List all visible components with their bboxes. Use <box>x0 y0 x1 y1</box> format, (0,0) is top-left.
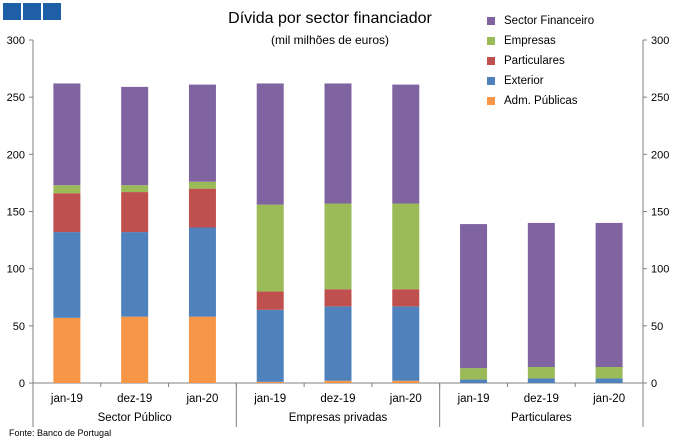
bar-segment <box>188 84 216 182</box>
bar-segment <box>188 181 216 189</box>
bar-segment <box>324 203 352 290</box>
legend-swatch <box>487 97 495 105</box>
x-tick-label: jan-20 <box>185 393 218 405</box>
y-tick-label-left: 0 <box>19 378 25 390</box>
bar-segment <box>256 381 284 383</box>
y-tick-label-right: 50 <box>651 321 663 333</box>
y-tick-label-left: 100 <box>7 264 25 276</box>
bar-segment <box>324 306 352 381</box>
group-label: Empresas privadas <box>289 412 388 424</box>
bar-segment <box>121 232 149 317</box>
x-tick-label: jan-20 <box>592 393 625 405</box>
bar-segment <box>256 83 284 205</box>
x-tick-label: dez-19 <box>320 393 355 405</box>
bar-segment <box>595 222 623 367</box>
bar-segment <box>121 86 149 186</box>
bar-segment <box>392 306 420 381</box>
bar-segment <box>527 366 555 379</box>
bar-segment <box>324 83 352 204</box>
group-label: Particulares <box>511 412 572 424</box>
x-tick-label: jan-19 <box>253 393 286 405</box>
bar-segment <box>188 188 216 228</box>
y-tick-label-left: 200 <box>7 149 25 161</box>
bar-segment <box>460 224 488 369</box>
x-tick-label: dez-19 <box>117 393 152 405</box>
y-tick-label-left: 150 <box>7 207 25 219</box>
bar-segment <box>53 193 81 233</box>
legend-swatch <box>487 57 495 65</box>
legend-swatch <box>487 37 495 45</box>
legend-label: Particulares <box>504 55 565 67</box>
bar-segment <box>527 378 555 383</box>
x-tick-label: dez-19 <box>524 393 559 405</box>
y-tick-label-right: 150 <box>651 207 669 219</box>
bar-segment <box>527 222 555 367</box>
bar-segment <box>460 379 488 383</box>
logo-square-3 <box>43 3 61 20</box>
y-tick-label-right: 250 <box>651 92 669 104</box>
y-tick-label-left: 300 <box>7 35 25 47</box>
y-tick-label-right: 0 <box>651 378 657 390</box>
bar-segment <box>53 83 81 186</box>
bar-segment <box>188 227 216 317</box>
y-tick-label-right: 100 <box>651 264 669 276</box>
legend-label: Empresas <box>504 35 556 47</box>
logo-square-1 <box>3 3 21 20</box>
bar-segment <box>256 204 284 292</box>
bar-segment <box>53 317 81 383</box>
bar-segment <box>324 380 352 383</box>
y-tick-label-left: 250 <box>7 92 25 104</box>
bar-segment <box>595 378 623 383</box>
bar-segment <box>392 203 420 290</box>
legend-label: Exterior <box>504 75 544 87</box>
bar-segment <box>324 289 352 307</box>
bar-segment <box>121 192 149 233</box>
chart-title: Dívida por sector financiador <box>228 10 432 27</box>
bar-segment <box>53 232 81 318</box>
y-tick-label-right: 300 <box>651 35 669 47</box>
x-tick-label: jan-20 <box>389 393 422 405</box>
y-tick-label-left: 50 <box>13 321 25 333</box>
y-tick-label-right: 200 <box>651 149 669 161</box>
legend-label: Sector Financeiro <box>504 15 595 27</box>
bar-segment <box>121 316 149 383</box>
chart-subtitle: (mil milhões de euros) <box>270 33 390 47</box>
bar-segment <box>121 185 149 193</box>
legend-swatch <box>487 77 495 85</box>
bar-segment <box>595 366 623 379</box>
bar-segment <box>188 316 216 383</box>
legend-swatch <box>487 17 495 25</box>
bar-segment <box>460 368 488 380</box>
bar-segment <box>392 84 420 204</box>
x-tick-label: jan-19 <box>457 393 490 405</box>
bar-segment <box>256 309 284 382</box>
logo-square-2 <box>23 3 41 20</box>
bar-segment <box>256 291 284 310</box>
legend-label: Adm. Públicas <box>504 95 578 107</box>
bar-segment <box>392 289 420 307</box>
bar-segment <box>392 380 420 383</box>
x-tick-label: jan-19 <box>50 393 83 405</box>
group-label: Sector Público <box>98 412 172 424</box>
source-note: Fonte: Banco de Portugal <box>9 428 112 438</box>
bar-segment <box>53 185 81 194</box>
